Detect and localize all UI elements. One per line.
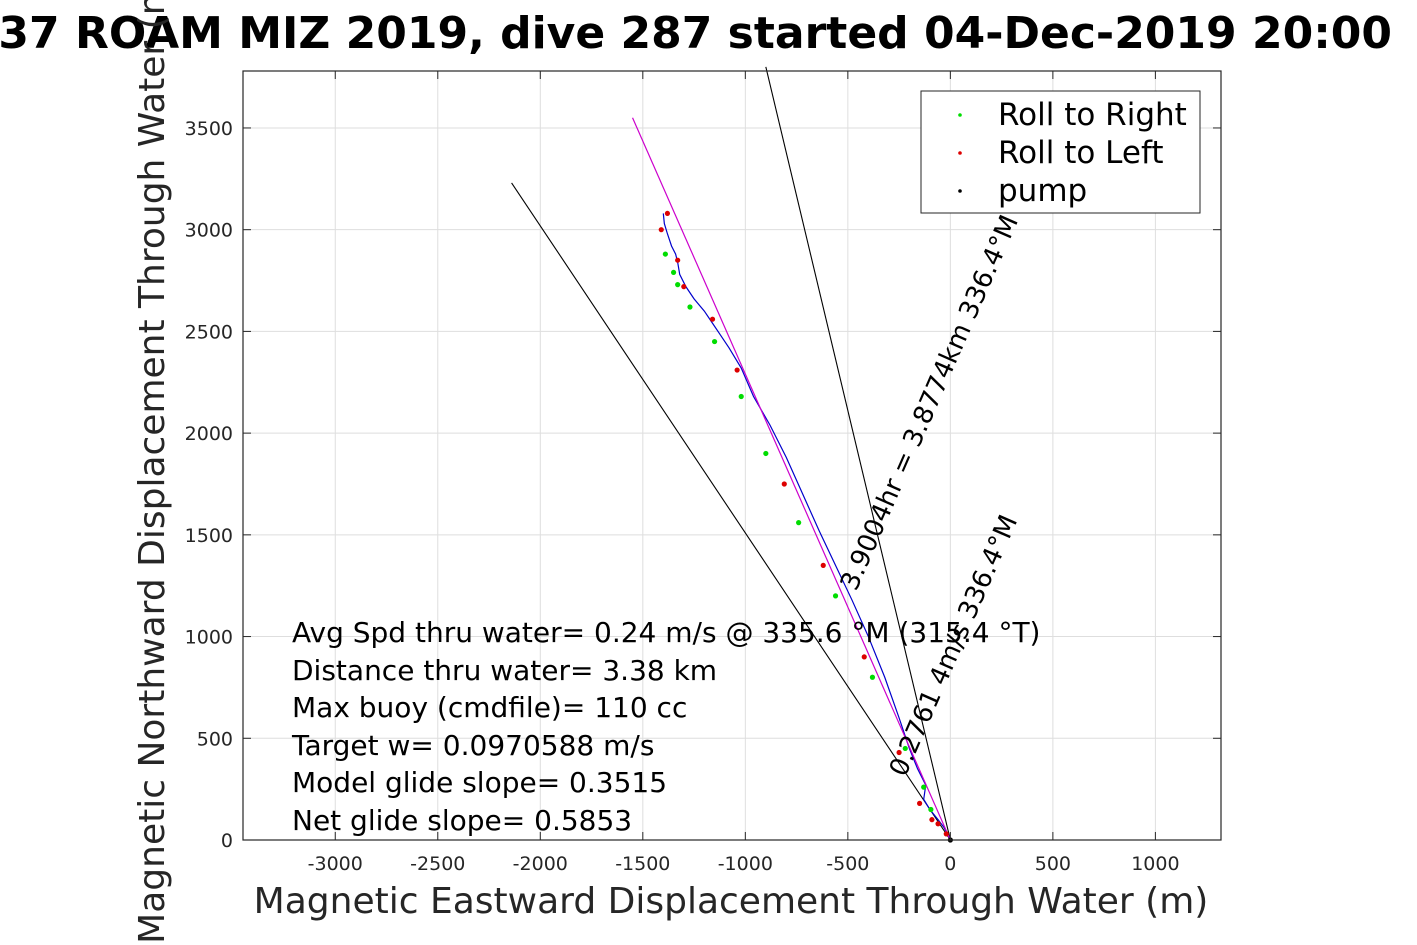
roll-right-point bbox=[928, 806, 934, 813]
roll-right-point bbox=[675, 282, 681, 288]
legend: Roll to Right Roll to Left pump bbox=[920, 90, 1201, 214]
x-tick-label: 1000 bbox=[1131, 853, 1179, 875]
y-tick-label: 3000 bbox=[185, 220, 233, 242]
roll-right-point bbox=[902, 745, 908, 752]
roll-left-point bbox=[935, 821, 941, 827]
y-tick-label: 1000 bbox=[185, 627, 233, 649]
y-tick-label: 0 bbox=[221, 830, 233, 852]
legend-box bbox=[920, 90, 1201, 214]
roll-right-point bbox=[670, 269, 677, 276]
roll-left-point bbox=[664, 210, 671, 217]
roll-right-point bbox=[738, 393, 744, 400]
summary-line: Max buoy (cmdfile)= 110 cc bbox=[292, 691, 687, 724]
series-group bbox=[632, 117, 951, 841]
x-tick-label: 500 bbox=[1035, 853, 1071, 875]
chart-title: SG537 ROAM MIZ 2019, dive 287 started 04… bbox=[0, 8, 1392, 59]
roll-right-point bbox=[711, 338, 718, 345]
y-tick-label: 500 bbox=[197, 728, 233, 750]
roll-right-point bbox=[832, 593, 839, 599]
legend-marker-roll-right bbox=[958, 113, 962, 117]
x-tick-labels: -3000 -2500 -2000 -1500 -1000 -500 0 500 1000 bbox=[308, 853, 1180, 875]
roll-left-point bbox=[675, 257, 681, 263]
x-tick-label: 0 bbox=[944, 853, 956, 875]
legend-label-roll-left: Roll to Left bbox=[998, 135, 1164, 171]
ticks bbox=[243, 71, 1221, 841]
roll-left-point bbox=[820, 562, 826, 568]
x-tick-label: -500 bbox=[826, 853, 869, 875]
summary-annotations: Avg Spd thru water= 0.24 m/s @ 335.6 °M … bbox=[291, 616, 1040, 837]
reference-line bbox=[765, 66, 951, 841]
points-group bbox=[658, 210, 953, 843]
x-tick-label: -1000 bbox=[718, 853, 773, 875]
roll-left-point bbox=[917, 800, 923, 806]
roll-left-point bbox=[681, 284, 687, 290]
y-tick-label: 2500 bbox=[185, 321, 233, 343]
roll-left-point bbox=[943, 831, 949, 837]
reference-lines bbox=[511, 66, 951, 841]
x-tick-label: -1500 bbox=[615, 853, 670, 875]
roll-right-point bbox=[869, 674, 876, 680]
heading-line bbox=[632, 117, 951, 841]
x-tick-label: -2500 bbox=[410, 853, 465, 875]
summary-line: Target w= 0.0970588 m/s bbox=[291, 729, 654, 762]
y-tick-labels: 0 500 1000 1500 2000 2500 3000 3500 bbox=[185, 118, 233, 852]
summary-line: Model glide slope= 0.3515 bbox=[292, 766, 667, 799]
legend-label-roll-right: Roll to Right bbox=[998, 97, 1187, 133]
summary-line: Avg Spd thru water= 0.24 m/s @ 335.6 °M … bbox=[292, 616, 1040, 649]
reference-line bbox=[511, 182, 951, 841]
roll-right-point bbox=[921, 784, 927, 790]
roll-right-point bbox=[687, 304, 693, 310]
x-axis-label: Magnetic Eastward Displacement Through W… bbox=[254, 881, 1209, 922]
summary-line: Net glide slope= 0.5853 bbox=[292, 804, 632, 837]
roll-left-point bbox=[658, 227, 664, 233]
roll-left-point bbox=[781, 481, 787, 487]
roll-right-point bbox=[662, 251, 668, 257]
roll-left-point bbox=[929, 817, 935, 823]
x-tick-label: -3000 bbox=[308, 853, 363, 875]
legend-label-pump: pump bbox=[998, 173, 1087, 209]
summary-line: Distance thru water= 3.38 km bbox=[292, 654, 717, 687]
roll-left-point bbox=[734, 367, 740, 373]
y-tick-label: 1500 bbox=[185, 525, 233, 547]
roll-left-point bbox=[896, 749, 902, 756]
roll-right-point bbox=[763, 450, 769, 457]
y-tick-label: 3500 bbox=[185, 118, 233, 140]
y-tick-label: 2000 bbox=[185, 423, 233, 445]
legend-marker-roll-left bbox=[958, 151, 962, 155]
roll-left-point bbox=[861, 654, 867, 660]
x-tick-label: -2000 bbox=[513, 853, 568, 875]
legend-marker-pump bbox=[958, 189, 962, 193]
y-axis-label: Magnetic Northward Displacement Through … bbox=[132, 0, 173, 944]
roll-right-point bbox=[796, 520, 802, 526]
roll-left-point bbox=[709, 316, 716, 322]
plot-frame bbox=[242, 70, 1222, 841]
